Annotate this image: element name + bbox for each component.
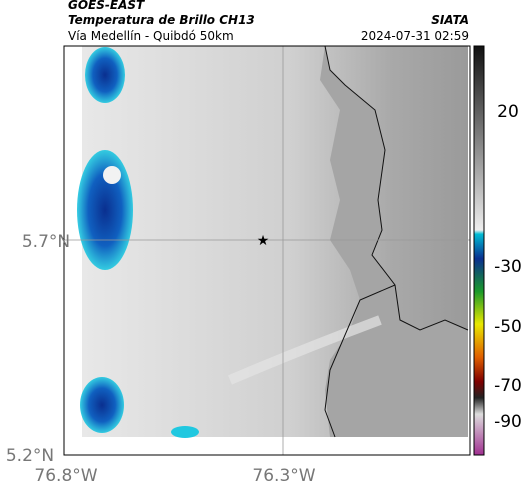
product: Temperatura de Brillo CH13 (68, 13, 255, 27)
colorbar-tick: -90 (494, 412, 522, 432)
lat-tick: 5.7°N (22, 232, 70, 252)
lat-tick: 5.2°N (6, 446, 54, 466)
lon-tick: 76.3°W (252, 466, 315, 486)
colorbar: 20 -30 -50 -70 -90 (473, 45, 522, 456)
colorbar-tick: 20 (497, 102, 519, 122)
colorbar-tick: -50 (494, 317, 522, 337)
colorbar-tick: -30 (494, 257, 522, 277)
map-image: ★ (63, 45, 471, 456)
datetime: 2024-07-31 02:59 (361, 29, 469, 43)
satellite: GOES-EAST (68, 0, 145, 12)
lon-tick: 76.8°W (34, 466, 97, 486)
source: SIATA (431, 13, 469, 27)
svg-text:★: ★ (257, 233, 270, 249)
colorbar-tick: -70 (494, 376, 522, 396)
region: Vía Medellín - Quibdó 50km (68, 29, 234, 43)
